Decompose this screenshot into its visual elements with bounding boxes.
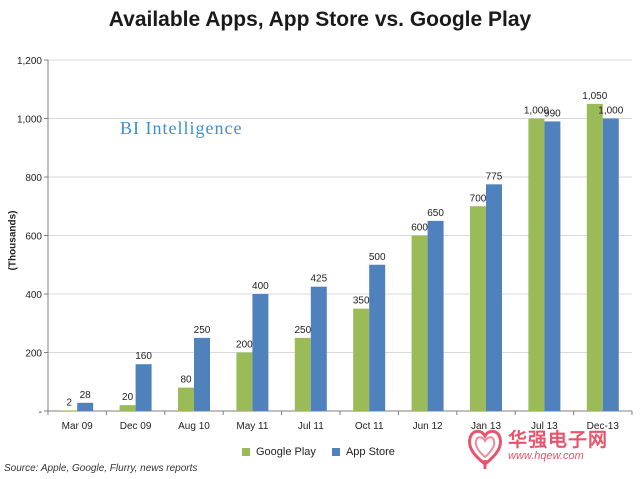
y-tick-label: 200 <box>25 349 42 360</box>
y-tick-label: 600 <box>25 232 42 243</box>
bar-google-play <box>528 118 545 411</box>
x-tick-label: Jul 13 <box>531 421 558 432</box>
legend: Google Play App Store <box>242 446 395 458</box>
x-tick-label: Jan 13 <box>471 421 501 432</box>
y-axis-label: (Thousands) <box>7 210 19 271</box>
data-label-google-play: 80 <box>180 375 192 386</box>
bar-app-store <box>602 118 619 411</box>
bar-app-store <box>252 294 269 411</box>
data-label-app-store: 425 <box>310 274 327 285</box>
y-tick-label: 1,200 <box>17 56 42 67</box>
data-label-app-store: 1,000 <box>598 106 623 117</box>
data-label-google-play: 20 <box>122 392 134 403</box>
bar-google-play <box>411 235 428 411</box>
data-label-app-store: 650 <box>427 208 444 219</box>
data-label-google-play: 250 <box>294 325 311 336</box>
bar-google-play <box>119 405 136 411</box>
y-tick-label: - <box>39 407 42 418</box>
data-label-google-play: 600 <box>411 223 428 234</box>
data-label-google-play: 350 <box>353 296 370 307</box>
bar-google-play <box>353 308 370 411</box>
chart-title: Available Apps, App Store vs. Google Pla… <box>108 8 532 31</box>
x-tick-label: Jun 12 <box>413 421 443 432</box>
x-tick-label: Oct 11 <box>355 421 384 432</box>
bi-intelligence-watermark: BI Intelligence <box>120 118 243 138</box>
data-label-app-store: 250 <box>194 325 211 336</box>
bar-google-play <box>586 103 603 411</box>
legend-swatch-app-store <box>331 448 340 456</box>
x-tick-label: Jul 11 <box>298 421 324 432</box>
bar-app-store <box>369 264 386 411</box>
bar-app-store <box>135 364 152 411</box>
legend-label-app-store: App Store <box>345 446 395 458</box>
bar-app-store <box>310 286 327 411</box>
x-tick-label: Dec 09 <box>120 421 152 432</box>
y-tick-label: 1,000 <box>17 115 42 126</box>
y-tick-label: 400 <box>25 290 42 301</box>
data-label-app-store: 160 <box>135 351 152 362</box>
source-note: Source: Apple, Google, Flurry, news repo… <box>4 463 198 474</box>
bar-app-store <box>544 121 561 412</box>
hqew-heart-icon <box>468 429 502 469</box>
y-tick-label: 800 <box>25 173 42 184</box>
data-label-google-play: 200 <box>236 340 253 351</box>
data-label-google-play: 1,000 <box>524 106 549 117</box>
x-tick-label: Aug 10 <box>178 421 210 432</box>
legend-item-google-play: Google Play <box>242 446 316 458</box>
bar-app-store <box>194 337 210 411</box>
data-label-app-store: 28 <box>80 390 92 401</box>
bar-google-play <box>178 387 194 411</box>
logo-name: 华强电子网 <box>508 430 609 452</box>
data-label-app-store: 500 <box>369 252 386 263</box>
bar-app-store <box>427 220 444 411</box>
bar-google-play <box>294 337 311 411</box>
bar-google-play <box>236 352 253 411</box>
x-tick-label: Dec-13 <box>587 421 620 432</box>
hqew-logo: 华强电子网 www.hqew.com <box>466 424 608 470</box>
legend-swatch-google-play <box>242 448 250 456</box>
bar-app-store <box>486 184 502 411</box>
data-labels: 2 20 80 200 250 350 600 700 1,000 1,050 28 160 250 40… <box>66 91 623 409</box>
x-tick-label: Mar 09 <box>62 421 94 432</box>
bar-app-store <box>77 402 94 411</box>
data-label-app-store: 775 <box>486 171 503 182</box>
data-label-google-play: 2 <box>66 397 72 408</box>
bar-google-play <box>470 206 486 411</box>
logo-url: www.hqew.com <box>508 450 584 463</box>
legend-label-google-play: Google Play <box>256 446 316 458</box>
bars <box>61 103 619 412</box>
legend-item-app-store: App Store <box>331 446 395 458</box>
data-label-app-store: 990 <box>544 108 561 119</box>
data-label-app-store: 400 <box>252 281 269 292</box>
bar-google-play <box>61 410 78 411</box>
tick-labels: - 200 400 600 800 1,000 1,200 Mar 09 Dec 09 Aug 1… <box>17 56 619 432</box>
data-label-google-play: 1,050 <box>582 91 607 102</box>
data-label-google-play: 700 <box>470 193 487 204</box>
x-tick-label: May 11 <box>236 421 268 432</box>
